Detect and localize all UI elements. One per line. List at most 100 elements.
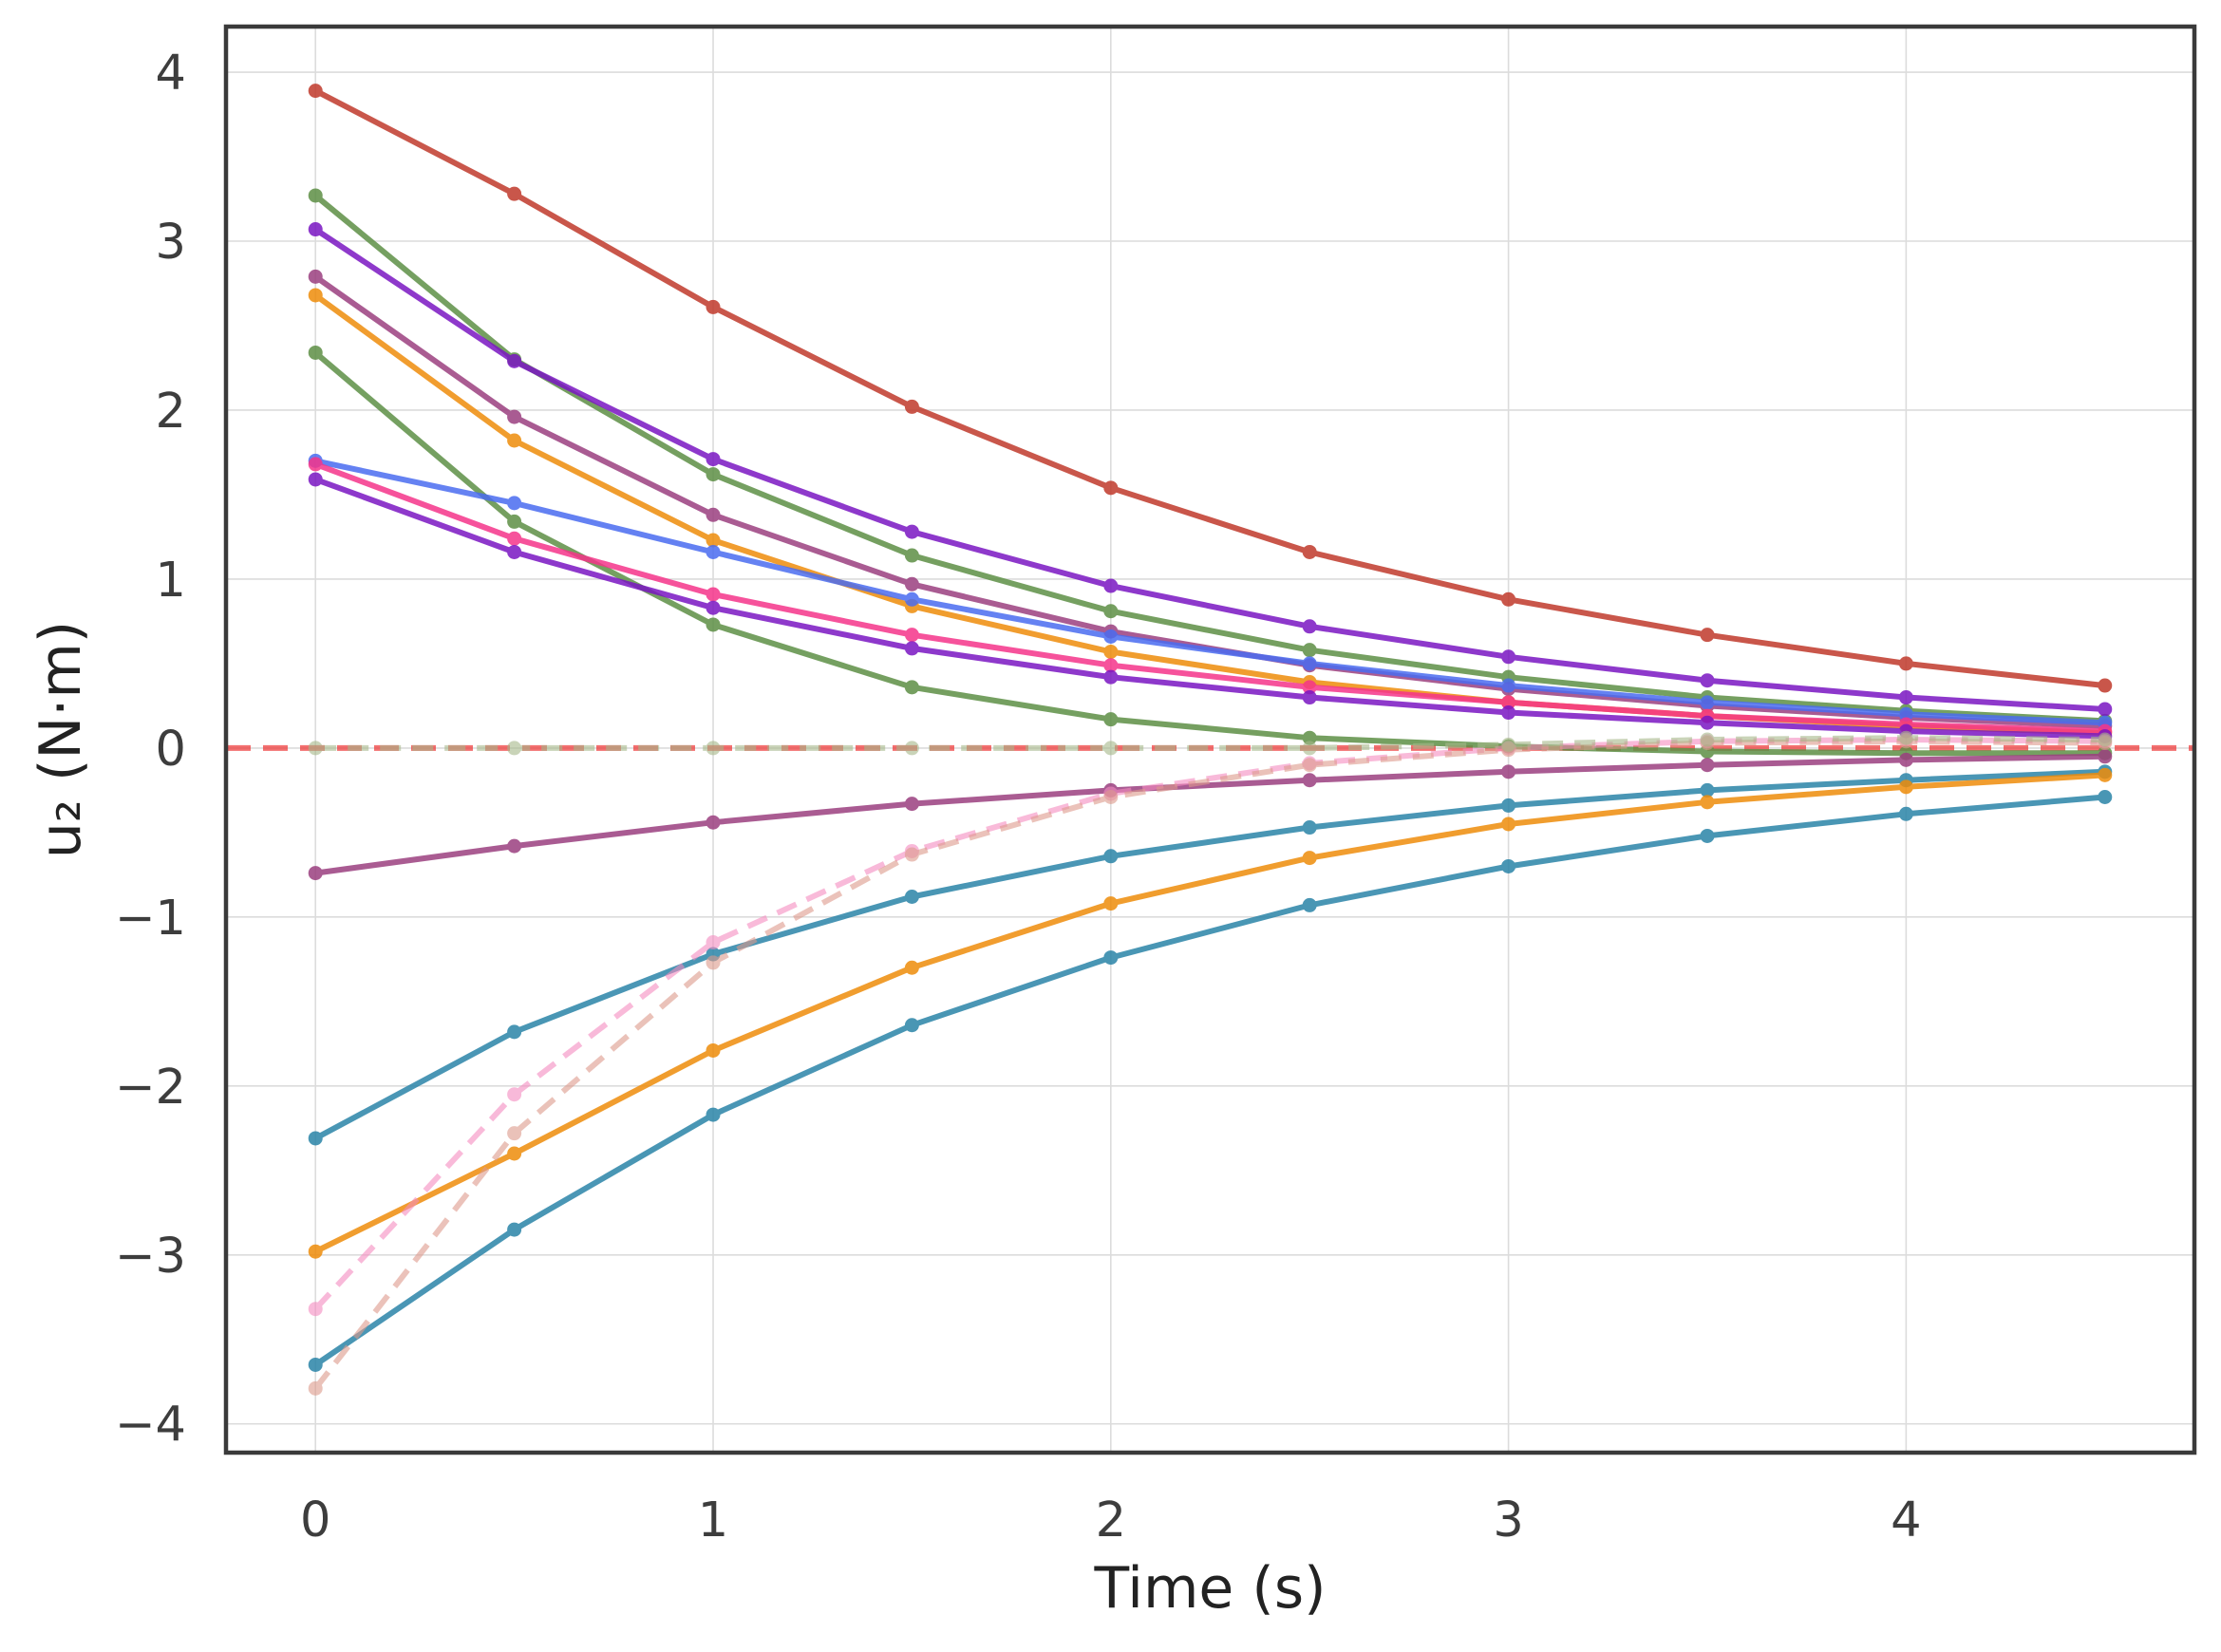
data-point [706, 1042, 721, 1058]
data-point [1501, 678, 1516, 693]
data-point [904, 399, 919, 414]
x-tick-label: 4 [1891, 1492, 1921, 1549]
y-tick-label: 1 [156, 553, 186, 609]
data-point [1700, 828, 1715, 843]
data-point [1898, 806, 1913, 821]
data-point [1898, 752, 1913, 767]
data-point [1103, 896, 1119, 911]
data-point [1898, 706, 1913, 722]
series-16 [308, 730, 2113, 756]
data-point [706, 299, 721, 314]
data-point [507, 186, 522, 201]
data-point [1302, 897, 1317, 912]
series-group [308, 84, 2113, 1396]
series-line [312, 460, 2108, 735]
data-point [507, 544, 522, 559]
data-point [1302, 773, 1317, 788]
series-line [312, 768, 2108, 1141]
series-line [312, 458, 2108, 726]
series-9 [308, 472, 2113, 743]
data-point [308, 1302, 323, 1317]
data-point [706, 587, 721, 602]
data-point [1501, 649, 1516, 665]
series-line [315, 735, 2105, 751]
series-11 [308, 764, 2113, 1146]
data-point [1302, 680, 1317, 695]
data-point [1898, 730, 1913, 745]
data-point [706, 741, 721, 756]
data-point [507, 496, 522, 511]
series-line [312, 737, 2105, 1311]
data-point [904, 524, 919, 539]
data-point [1302, 656, 1317, 671]
data-point [1898, 690, 1913, 705]
data-point [706, 815, 721, 830]
series-line [312, 794, 2108, 1368]
series-3 [308, 222, 2113, 717]
data-point [308, 222, 323, 237]
data-point [706, 600, 721, 615]
data-point [507, 433, 522, 448]
data-point [904, 576, 919, 591]
data-point [904, 680, 919, 695]
series-8 [308, 457, 2113, 739]
data-point [308, 188, 323, 203]
x-axis-label: Time (s) [1094, 1555, 1327, 1622]
data-point [1501, 737, 1516, 752]
data-point [1501, 705, 1516, 721]
y-tick-label: 3 [156, 215, 186, 271]
data-point [706, 507, 721, 522]
data-point [1501, 817, 1516, 832]
data-point [2098, 732, 2113, 747]
data-point [1103, 669, 1119, 685]
data-point [706, 533, 721, 548]
x-tick-label: 2 [1096, 1492, 1126, 1549]
data-point [706, 452, 721, 467]
series-line [312, 87, 2108, 689]
series-line [312, 738, 2105, 1391]
data-point [706, 544, 721, 559]
data-point [1103, 629, 1119, 644]
data-point [1700, 758, 1715, 773]
data-point [904, 591, 919, 607]
data-point [1302, 730, 1317, 745]
data-point [308, 1357, 323, 1372]
data-point [308, 1244, 323, 1259]
data-point [904, 741, 919, 756]
data-point [308, 345, 323, 360]
data-point [507, 1146, 522, 1161]
series-12 [308, 767, 2113, 1259]
series-1 [308, 84, 2113, 693]
data-point [1501, 695, 1516, 710]
data-point [1302, 820, 1317, 835]
y-tick-label: −3 [115, 1229, 186, 1285]
data-point [1302, 690, 1317, 705]
data-point [904, 847, 919, 862]
data-point [308, 1131, 323, 1146]
data-point [1302, 851, 1317, 866]
data-point [308, 472, 323, 487]
y-tick-label: −1 [115, 891, 186, 947]
data-point [1302, 619, 1317, 634]
data-point [1302, 741, 1317, 756]
data-point [1700, 732, 1715, 747]
data-point [706, 955, 721, 970]
data-point [1501, 798, 1516, 813]
data-point [308, 741, 323, 756]
x-tick-label: 3 [1493, 1492, 1523, 1549]
data-point [308, 1380, 323, 1396]
data-point [1302, 758, 1317, 773]
y-tick-label: −2 [115, 1060, 186, 1116]
data-point [507, 353, 522, 368]
data-point [308, 457, 323, 472]
data-point [507, 409, 522, 424]
data-point [507, 741, 522, 756]
data-point [1103, 578, 1119, 593]
data-point [308, 269, 323, 284]
data-point [904, 797, 919, 812]
data-point [1103, 712, 1119, 727]
y-tick-label: 4 [156, 46, 186, 102]
y-axis-label: u₂ (N·m) [28, 621, 94, 858]
data-point [308, 84, 323, 99]
data-point [1700, 795, 1715, 810]
